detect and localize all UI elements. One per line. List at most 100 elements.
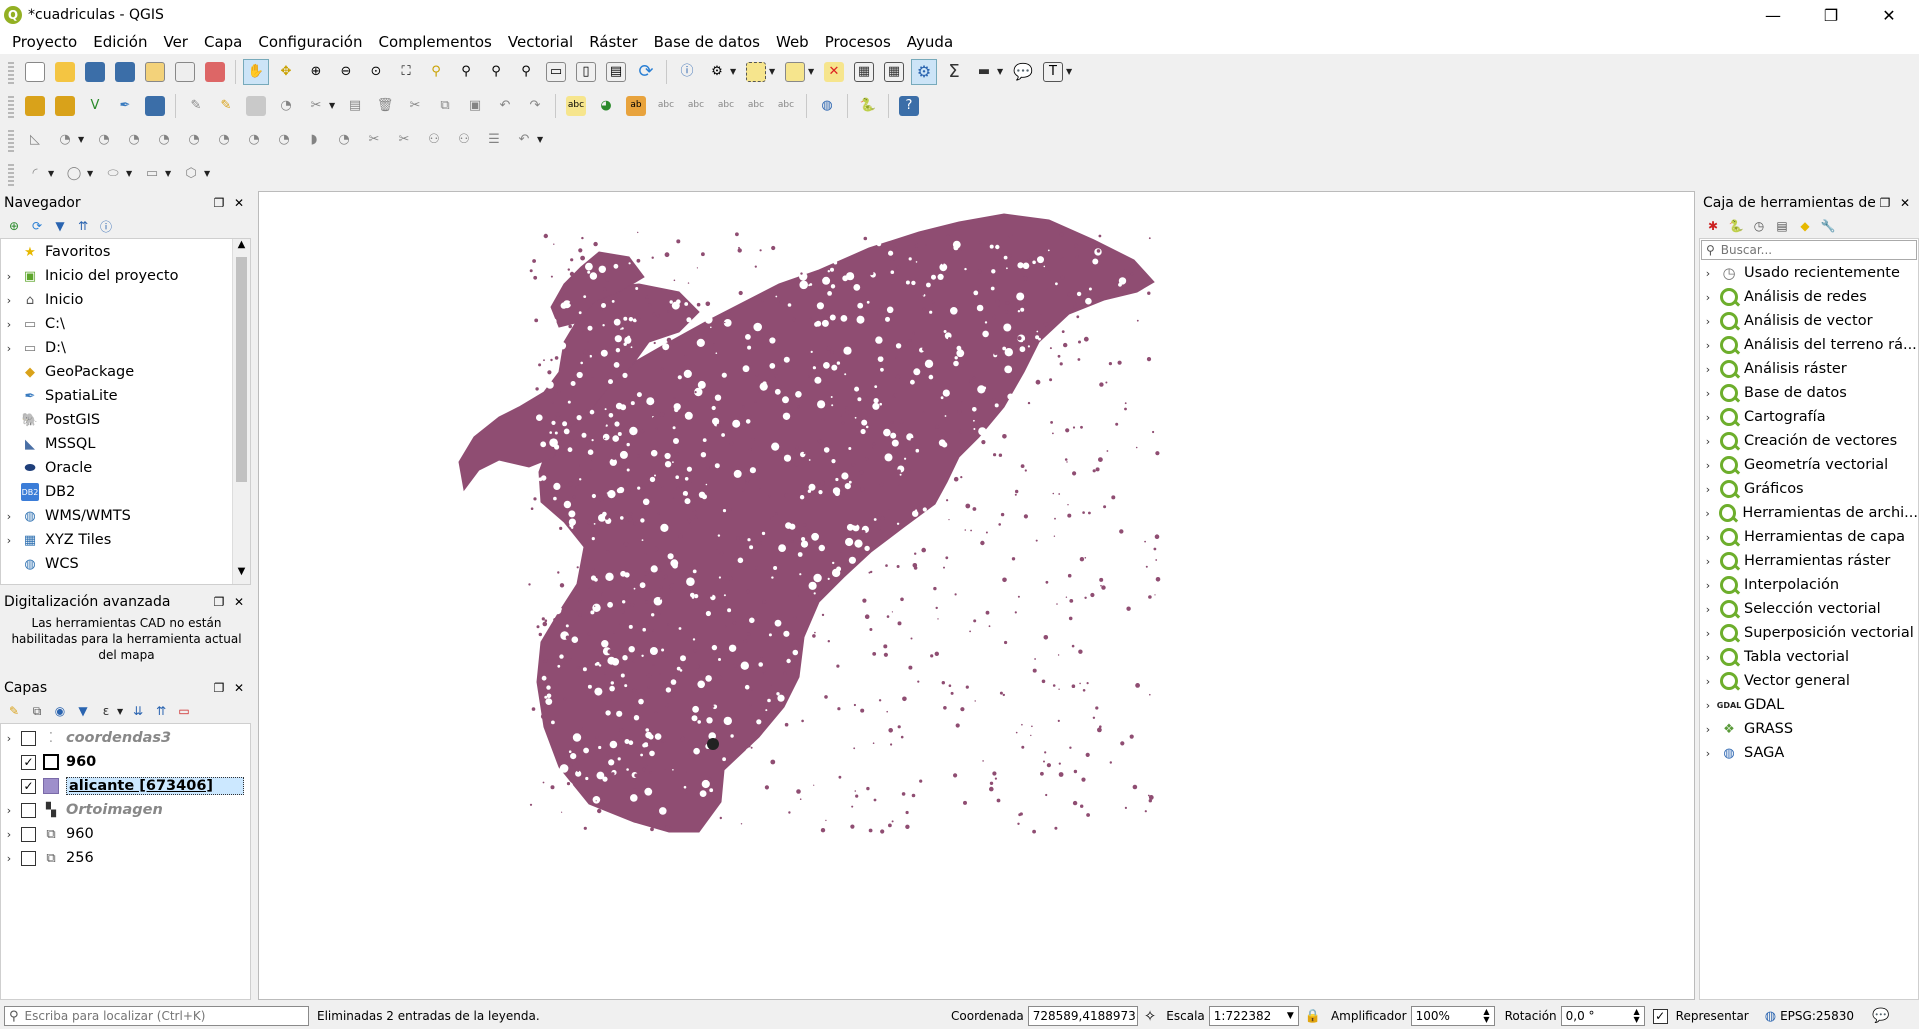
manage-themes-icon[interactable]: ◉ xyxy=(54,704,66,718)
undo-button[interactable]: ↶ xyxy=(492,93,518,119)
expand-arrow-icon[interactable]: › xyxy=(1705,266,1711,280)
pan-to-selection-button[interactable]: ✥ xyxy=(273,59,299,85)
toolbox-provider[interactable]: › Análisis de vector xyxy=(1700,309,1918,333)
expand-arrow-icon[interactable]: › xyxy=(6,293,12,307)
add-feature-button[interactable]: ◔ xyxy=(273,93,299,119)
scroll-thumb[interactable] xyxy=(236,257,247,482)
reverse-line-button[interactable]: ↶ xyxy=(511,127,537,153)
layer-item[interactable]: ✓ 960 xyxy=(1,750,250,774)
crs-globe-icon[interactable]: ◍ xyxy=(1764,1008,1777,1024)
layer-visibility-checkbox[interactable] xyxy=(21,850,36,866)
chevron-down-icon[interactable]: ▼ xyxy=(537,135,544,144)
toolbar-grip[interactable] xyxy=(8,93,14,118)
scripts-icon[interactable]: 🐍 xyxy=(1728,219,1744,233)
browser-item[interactable]: ◣ MSSQL xyxy=(1,432,250,456)
toolbar-grip[interactable] xyxy=(8,127,14,152)
zoom-out-button[interactable]: ⊖ xyxy=(333,59,359,85)
layer-labeling-button[interactable]: abc xyxy=(563,93,589,119)
layer-visibility-checkbox[interactable] xyxy=(21,730,36,746)
zoom-last-button[interactable]: ⚲ xyxy=(483,59,509,85)
field-calculator-button[interactable]: ▦ xyxy=(881,59,907,85)
pin-labels-button[interactable]: abc xyxy=(653,93,679,119)
chevron-down-icon[interactable]: ▼ xyxy=(769,67,776,76)
toolbox-provider[interactable]: › ◷ Usado recientemente xyxy=(1700,261,1918,285)
statistical-summary-button[interactable]: Σ xyxy=(941,59,967,85)
layer-visibility-checkbox[interactable] xyxy=(21,826,36,842)
select-by-value-button[interactable] xyxy=(782,59,808,85)
toolbox-provider[interactable]: › Gráficos xyxy=(1700,477,1918,501)
layer-visibility-checkbox[interactable]: ✓ xyxy=(21,778,36,794)
locator-bar[interactable]: ⚲ xyxy=(4,1006,309,1026)
expand-arrow-icon[interactable]: › xyxy=(6,731,12,745)
open-project-button[interactable] xyxy=(52,59,78,85)
rotation-spinbox[interactable]: 0,0 ° ▲ ▼ xyxy=(1560,1006,1645,1026)
expand-arrow-icon[interactable]: › xyxy=(1705,434,1711,448)
close-icon[interactable]: ✕ xyxy=(233,595,245,609)
add-group-icon[interactable]: ⧉ xyxy=(32,703,42,718)
toolbox-provider[interactable]: › Selección vectorial xyxy=(1700,597,1918,621)
expand-arrow-icon[interactable]: › xyxy=(1705,698,1711,712)
browser-item[interactable]: › ◍ WMS/WMTS xyxy=(1,504,250,528)
save-edits-button[interactable] xyxy=(243,93,269,119)
text-annotation-button[interactable]: T xyxy=(1040,59,1066,85)
close-icon[interactable]: ✕ xyxy=(233,681,245,695)
scale-combobox[interactable]: 1:722382 ▼ xyxy=(1208,1006,1299,1026)
toolbox-provider[interactable]: › Base de datos xyxy=(1700,381,1918,405)
toolbox-provider[interactable]: › Vector general xyxy=(1700,669,1918,693)
expand-arrow-icon[interactable]: › xyxy=(1705,650,1711,664)
layer-visibility-checkbox[interactable] xyxy=(21,802,36,818)
results-viewer-icon[interactable]: ▤ xyxy=(1776,219,1788,233)
toolbox-provider[interactable]: › Cartografía xyxy=(1700,405,1918,429)
magnifier-spinbox[interactable]: 100% ▲ ▼ xyxy=(1410,1006,1495,1026)
chevron-down-icon[interactable]: ▼ xyxy=(78,135,85,144)
models-icon[interactable]: ✱ xyxy=(1707,219,1719,233)
browser-item[interactable]: › ▭ D:\ xyxy=(1,336,250,360)
python-console-button[interactable]: 🐍 xyxy=(855,93,881,119)
layer-item[interactable]: ✓ alicante [673406] xyxy=(1,774,250,798)
expand-arrow-icon[interactable]: › xyxy=(6,269,12,283)
expand-arrow-icon[interactable]: › xyxy=(1705,554,1711,568)
save-project-button[interactable] xyxy=(82,59,108,85)
browser-item[interactable]: › ▭ C:\ xyxy=(1,312,250,336)
render-checkbox[interactable]: ✓ xyxy=(1652,1008,1668,1024)
refresh-icon[interactable]: ⟳ xyxy=(31,219,43,233)
new-3d-view-button[interactable]: ▯ xyxy=(573,59,599,85)
collapse-all-icon[interactable]: ⇈ xyxy=(77,219,89,233)
copy-features-button[interactable]: ⧉ xyxy=(432,93,458,119)
expand-arrow-icon[interactable]: › xyxy=(1705,386,1711,400)
pan-map-button[interactable]: ✋ xyxy=(243,58,269,85)
new-spatialite-layer-button[interactable]: ✒ xyxy=(112,93,138,119)
zoom-next-button[interactable]: ⚲ xyxy=(513,59,539,85)
close-icon[interactable]: ✕ xyxy=(1899,196,1911,210)
layer-item[interactable]: › ⁚ coordendas3 xyxy=(1,726,250,750)
chevron-down-icon[interactable]: ▼ xyxy=(730,67,737,76)
layer-styling-icon[interactable]: ✎ xyxy=(8,704,20,718)
expand-all-icon[interactable]: ⇊ xyxy=(132,704,144,718)
select-features-button[interactable] xyxy=(743,59,769,85)
map-tips-button[interactable]: 💬 xyxy=(1010,59,1036,85)
browser-item[interactable]: › ⌂ Inicio xyxy=(1,288,250,312)
map-canvas[interactable] xyxy=(258,191,1695,1000)
expand-arrow-icon[interactable]: › xyxy=(1705,362,1711,376)
toolbox-provider[interactable]: › GDAL GDAL xyxy=(1700,693,1918,717)
adv-dig-toggle-button[interactable]: ◺ xyxy=(22,127,48,153)
expand-arrow-icon[interactable]: › xyxy=(1705,458,1711,472)
spin-arrows-icon[interactable]: ▲ ▼ xyxy=(1633,1007,1640,1024)
expand-arrow-icon[interactable]: › xyxy=(1705,410,1711,424)
expand-arrow-icon[interactable]: › xyxy=(1705,482,1711,496)
menu-edicion[interactable]: Edición xyxy=(93,33,148,51)
layer-item[interactable]: › ▚ Ortoimagen xyxy=(1,798,250,822)
browser-item[interactable]: ★ Favoritos xyxy=(1,240,250,264)
toolbox-provider[interactable]: › ◍ SAGA xyxy=(1700,741,1918,765)
move-feature-button[interactable]: ◔ xyxy=(151,127,177,153)
menu-base-de-datos[interactable]: Base de datos xyxy=(653,33,760,51)
zoom-native-button[interactable]: ⊙ xyxy=(363,59,389,85)
measure-button[interactable]: ▬ xyxy=(971,59,997,85)
add-selected-layers-icon[interactable]: ⊕ xyxy=(8,219,20,233)
menu-ver[interactable]: Ver xyxy=(163,33,188,51)
chevron-down-icon[interactable]: ▼ xyxy=(808,67,815,76)
toolbox-provider[interactable]: › Creación de vectores xyxy=(1700,429,1918,453)
float-panel-icon[interactable]: ❐ xyxy=(213,681,225,695)
lock-scale-icon[interactable]: 🔒 xyxy=(1304,1008,1321,1024)
add-rectangle-button[interactable]: ▭ xyxy=(139,161,165,187)
